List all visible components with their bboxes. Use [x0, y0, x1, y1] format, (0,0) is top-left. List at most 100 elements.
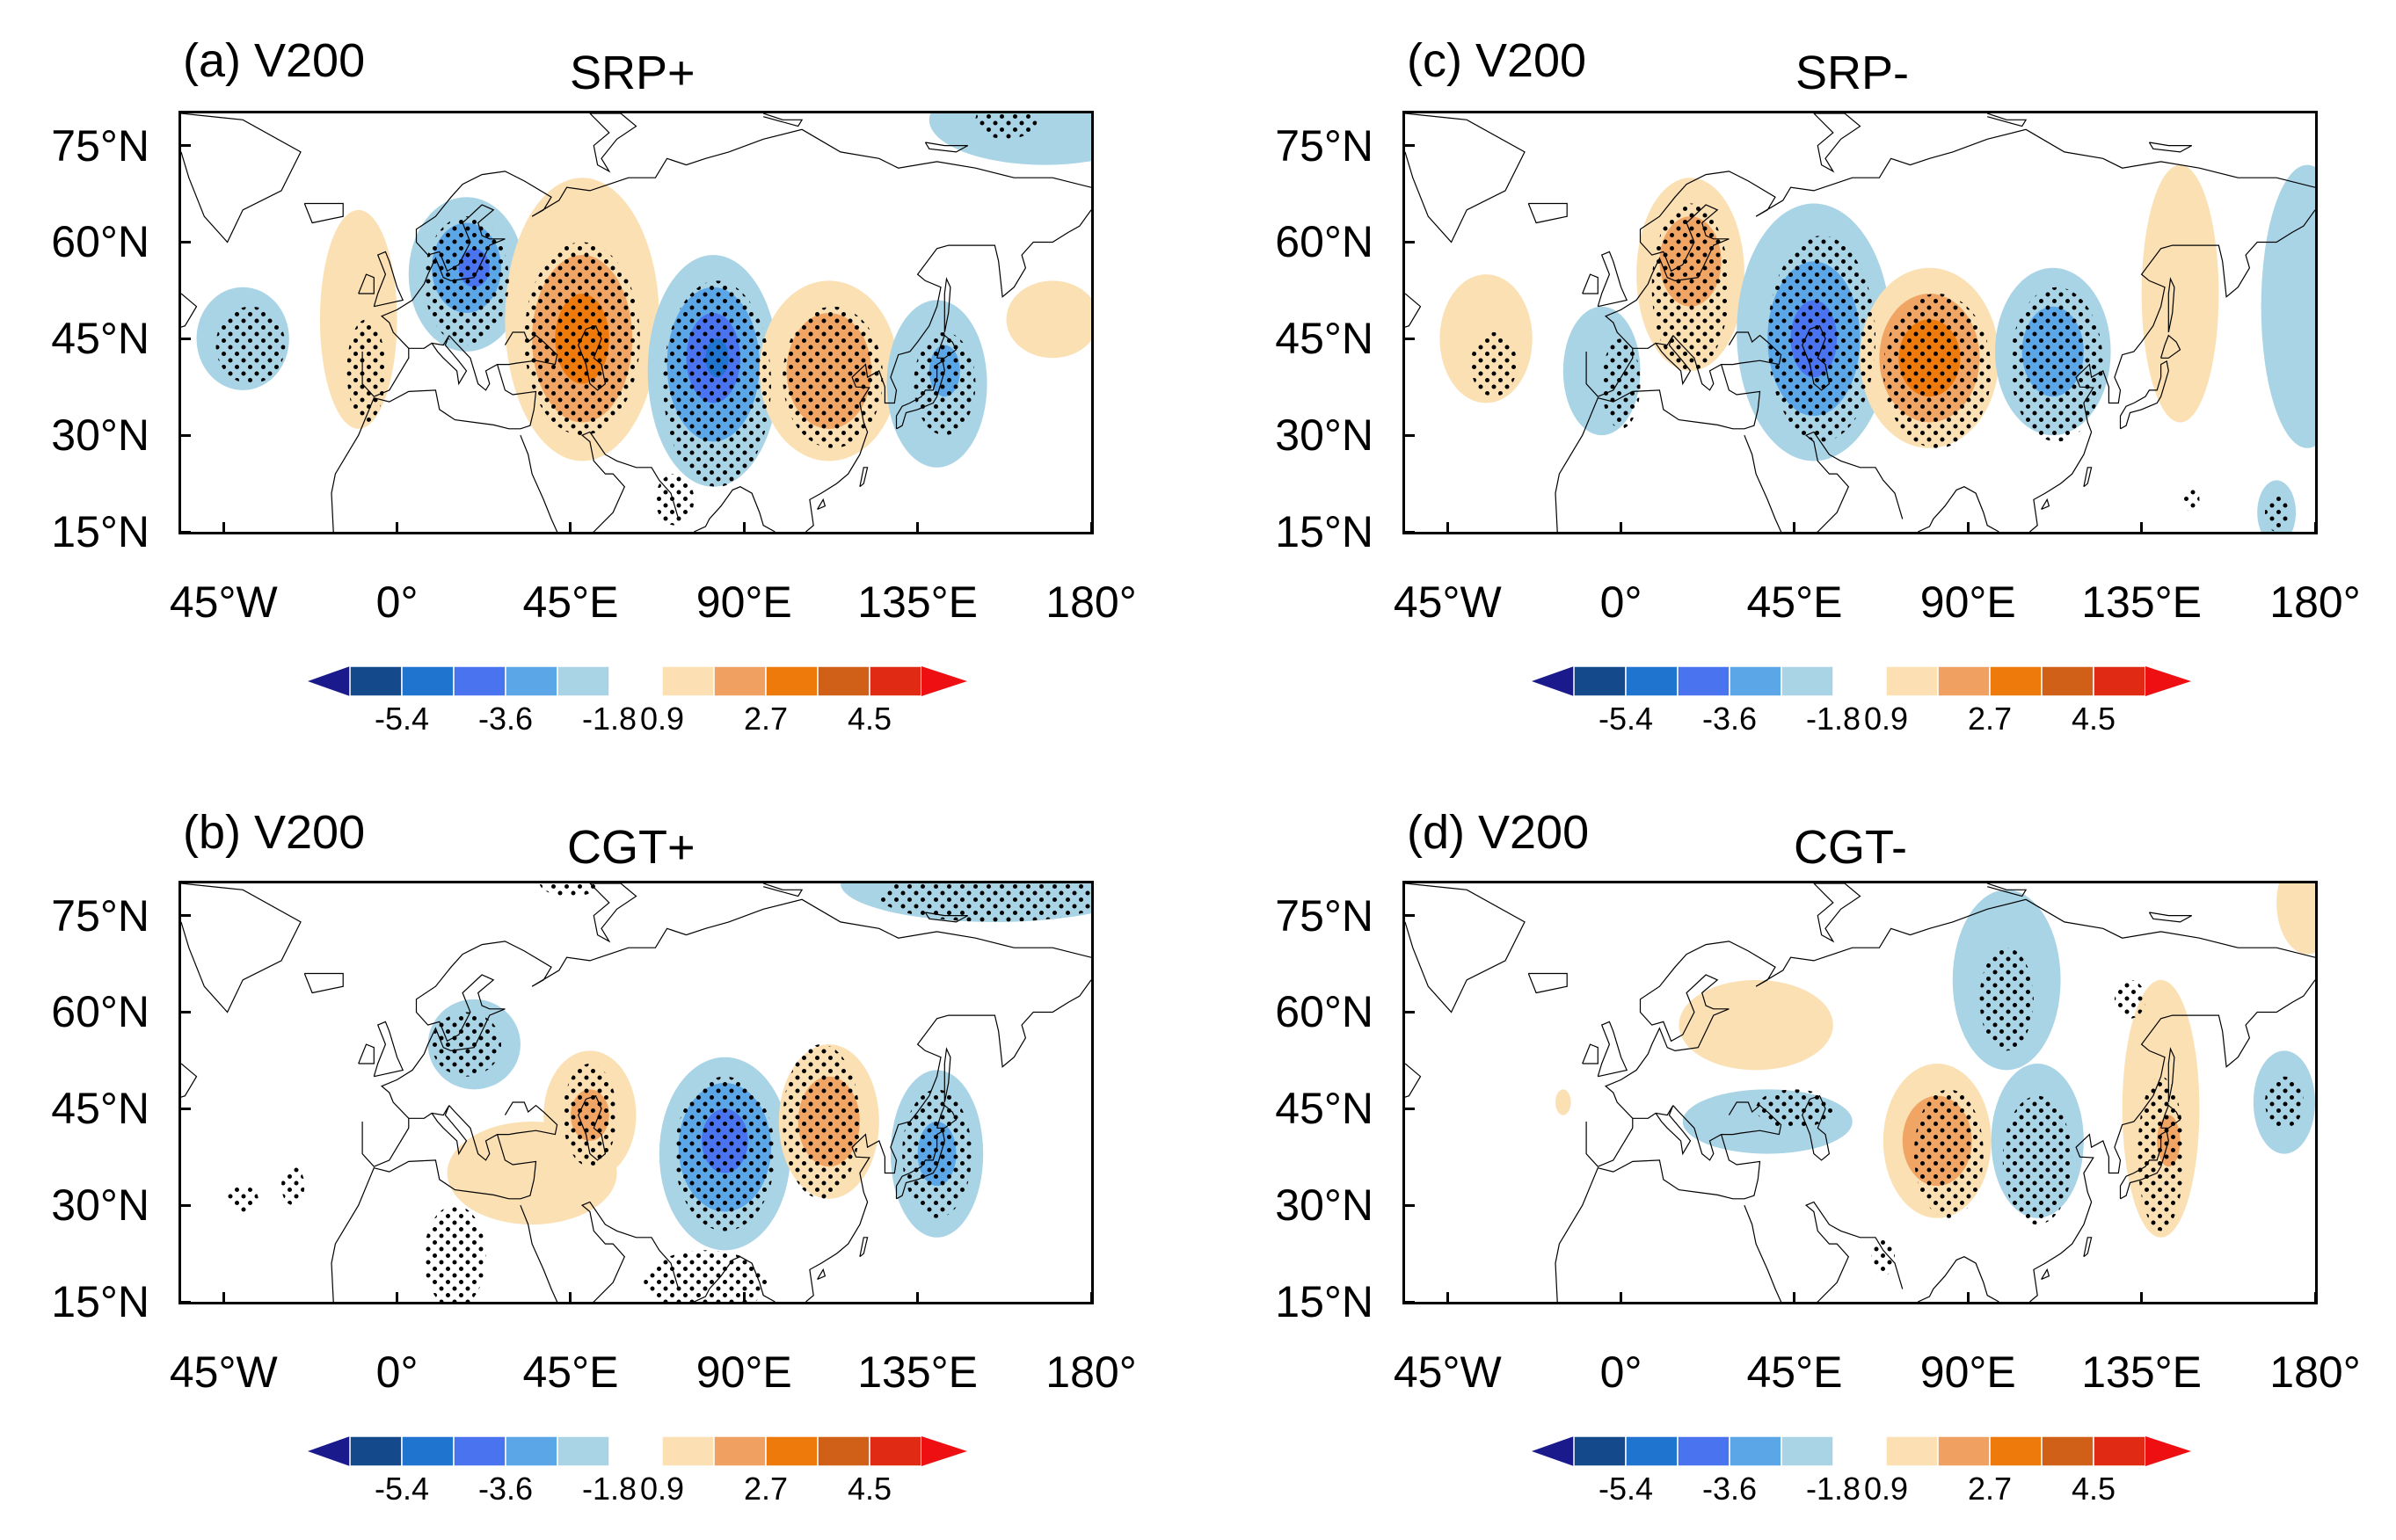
- lon-tick-label: 45°W: [1393, 1348, 1502, 1397]
- lat-tick-label: 45°N: [1275, 1084, 1373, 1134]
- lon-tick-label: 0°: [375, 1348, 419, 1397]
- colorbar-swatch: [505, 1435, 558, 1467]
- coastline: [805, 209, 1091, 532]
- coastline: [373, 251, 404, 308]
- lon-tick: [222, 1292, 225, 1304]
- significance-stipple: [2183, 486, 2200, 513]
- map-plot: [178, 881, 1094, 1304]
- lat-tick: [178, 1010, 191, 1013]
- colorbar-swatch: [349, 1435, 403, 1467]
- lat-tick: [1402, 1300, 1415, 1304]
- colorbar-label: -1.8: [581, 1471, 637, 1507]
- lat-tick: [178, 914, 191, 918]
- coastline: [578, 1094, 607, 1161]
- significance-stipple: [215, 306, 286, 384]
- significance-stipple: [1979, 948, 2034, 1051]
- lon-tick-label: 135°E: [2081, 578, 2203, 627]
- coastline: [1597, 1021, 1628, 1078]
- map-svg: [1405, 883, 2315, 1302]
- colorbar-swatch: [1989, 665, 2043, 697]
- lon-tick-label: 90°E: [695, 578, 792, 627]
- lat-tick-label: 75°N: [1275, 890, 1373, 941]
- coastline: [1802, 1094, 1831, 1161]
- positive-anomaly-region: [2276, 883, 2315, 955]
- map-plot: [1402, 111, 2318, 534]
- coastline: [763, 883, 804, 897]
- colorbar-swatch: [401, 665, 455, 697]
- coastline: [181, 113, 302, 243]
- coastline: [2119, 360, 2169, 430]
- significance-stipple: [1871, 1237, 1895, 1276]
- significance-stipple: [1767, 236, 1876, 442]
- significance-stipple: [281, 1166, 305, 1206]
- colorbar-swatch: [817, 1435, 870, 1467]
- coastline: [2167, 1047, 2175, 1103]
- lat-tick: [1402, 1107, 1415, 1110]
- panel-title: CGT+: [567, 821, 695, 874]
- map-plot: [178, 111, 1094, 534]
- colorbar-label: -1.8: [581, 701, 637, 737]
- lon-tick-label: 0°: [1599, 578, 1642, 627]
- significance-stipple: [424, 1205, 486, 1302]
- colorbar-arrow-left: [1532, 1436, 1574, 1466]
- lon-tick: [569, 522, 572, 534]
- lat-tick-label: 60°N: [51, 987, 149, 1037]
- coastline: [1987, 113, 2028, 127]
- colorbar-arrow-right: [2145, 1436, 2191, 1466]
- coastline: [1555, 364, 1761, 532]
- significance-stipple: [2137, 1076, 2184, 1231]
- colorbar-label: 0.9: [1863, 701, 1909, 737]
- lat-tick: [178, 1300, 191, 1304]
- colorbar-label: 4.5: [847, 701, 892, 737]
- coastline: [2041, 1268, 2050, 1280]
- colorbar-swatch: [1625, 665, 1679, 697]
- coastline: [1405, 113, 1526, 243]
- colorbar-swatch: [713, 665, 767, 697]
- coastline: [373, 1021, 404, 1078]
- coastline: [895, 1130, 945, 1200]
- map-svg: [181, 883, 1091, 1302]
- colorbar-arrow-right: [921, 1436, 967, 1466]
- coastline: [181, 1063, 198, 1098]
- coastline: [1555, 1134, 1761, 1302]
- colorbar-swatch: [765, 665, 819, 697]
- colorbar-label: -5.4: [1598, 1471, 1654, 1507]
- coastline: [924, 912, 968, 923]
- lat-tick-label: 30°N: [1275, 410, 1373, 461]
- lon-tick-label: 180°: [2269, 578, 2361, 627]
- lat-tick-label: 15°N: [1275, 507, 1373, 556]
- lon-tick: [2313, 1292, 2317, 1304]
- lat-tick: [178, 530, 191, 534]
- colorbar-svg: [1532, 665, 2191, 697]
- lat-tick-label: 60°N: [1275, 217, 1373, 267]
- colorbar-swatch: [2093, 665, 2146, 697]
- lat-tick: [178, 433, 191, 437]
- lon-tick-label: 180°: [1045, 1348, 1137, 1397]
- coastline: [924, 142, 968, 153]
- colorbar-label: -1.8: [1805, 701, 1861, 737]
- lon-tick-label: 180°: [1045, 578, 1137, 627]
- colorbar-swatch: [1937, 665, 1991, 697]
- lat-tick: [1402, 1203, 1415, 1207]
- colorbar-swatch: [2041, 665, 2094, 697]
- coastline: [408, 335, 468, 386]
- lon-tick-label: 45°E: [522, 578, 619, 627]
- coastline: [303, 202, 344, 224]
- colorbar-swatch: [1729, 1435, 1782, 1467]
- colorbar-arrow-left: [308, 1436, 350, 1466]
- significance-stipple: [424, 216, 509, 345]
- coastline: [1632, 335, 1692, 386]
- colorbar-swatch: [557, 1435, 610, 1467]
- lon-tick: [1446, 1292, 1449, 1304]
- map-plot: [1402, 881, 2318, 1304]
- lat-tick: [1402, 433, 1415, 437]
- lat-tick: [1402, 1010, 1415, 1013]
- lat-tick-label: 75°N: [51, 120, 149, 171]
- coastline: [1672, 331, 1782, 391]
- coastline: [763, 113, 804, 127]
- lat-tick: [1402, 530, 1415, 534]
- coastline: [936, 1104, 958, 1129]
- colorbar-swatch: [1729, 665, 1782, 697]
- colorbar-swatch: [817, 665, 870, 697]
- colorbar-label: 4.5: [847, 1471, 892, 1507]
